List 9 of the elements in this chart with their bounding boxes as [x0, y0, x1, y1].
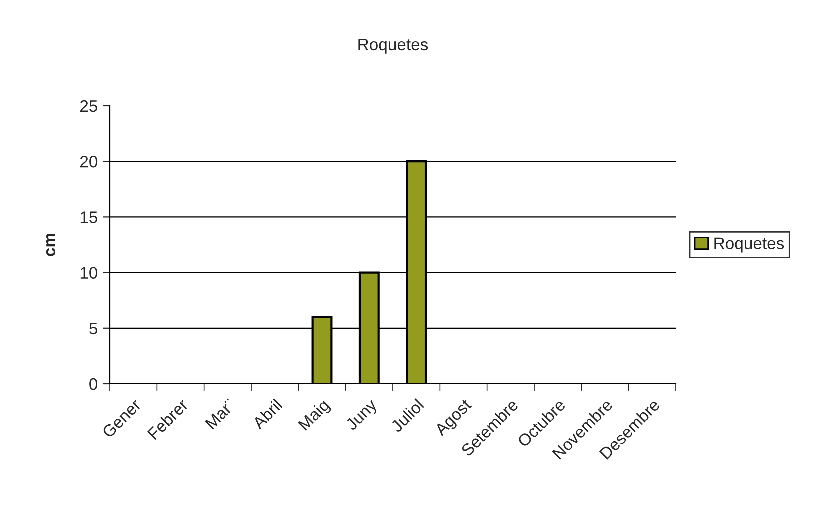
y-tick-label: 10 — [80, 267, 98, 280]
legend-label: Roquetes — [714, 238, 784, 253]
y-tick-label: 0 — [90, 378, 98, 390]
y-tick-label: 25 — [80, 100, 98, 112]
chart-title: Roquetes — [358, 38, 428, 54]
y-axis-title: cm — [46, 234, 56, 256]
y-tick-label: 20 — [80, 156, 98, 168]
y-tick-label: 15 — [80, 212, 98, 224]
y-tick-label: 5 — [90, 322, 98, 335]
